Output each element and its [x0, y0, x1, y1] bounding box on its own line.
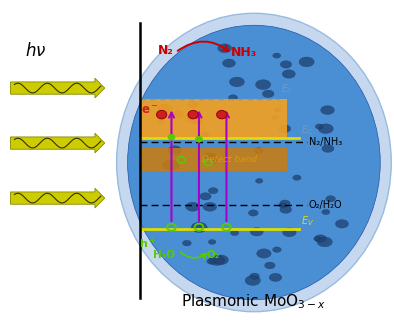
Ellipse shape [279, 203, 286, 208]
Text: O₂/H₂O: O₂/H₂O [309, 200, 342, 210]
Ellipse shape [229, 77, 244, 87]
Ellipse shape [321, 106, 335, 114]
Ellipse shape [280, 200, 290, 207]
Ellipse shape [250, 273, 259, 279]
Ellipse shape [193, 118, 203, 124]
Ellipse shape [269, 273, 282, 281]
Ellipse shape [157, 119, 165, 124]
Ellipse shape [282, 228, 296, 237]
Ellipse shape [206, 153, 219, 162]
Ellipse shape [254, 148, 263, 153]
Ellipse shape [208, 240, 216, 244]
Ellipse shape [322, 145, 334, 152]
Ellipse shape [314, 237, 321, 241]
Ellipse shape [163, 160, 179, 170]
Text: Plasmonic MoO$_{3-x}$: Plasmonic MoO$_{3-x}$ [182, 292, 326, 311]
FancyArrow shape [11, 188, 105, 208]
Ellipse shape [255, 178, 263, 183]
Ellipse shape [335, 220, 349, 228]
Ellipse shape [314, 235, 326, 242]
Ellipse shape [128, 25, 380, 300]
Ellipse shape [200, 193, 211, 200]
Ellipse shape [315, 124, 323, 129]
Text: h$^+$: h$^+$ [139, 236, 156, 251]
Text: H₂O: H₂O [152, 250, 175, 260]
Text: e$^-$: e$^-$ [141, 104, 159, 117]
Text: $E_f$: $E_f$ [281, 82, 293, 96]
Ellipse shape [265, 262, 275, 269]
Ellipse shape [256, 249, 271, 258]
Text: $E_C$: $E_C$ [301, 124, 314, 137]
Ellipse shape [201, 131, 210, 137]
Ellipse shape [271, 115, 279, 120]
Ellipse shape [245, 276, 260, 285]
Ellipse shape [318, 124, 333, 134]
Ellipse shape [209, 255, 225, 266]
Ellipse shape [188, 101, 198, 108]
Ellipse shape [282, 70, 296, 78]
Bar [140, 99, 287, 138]
Circle shape [217, 111, 227, 119]
Ellipse shape [117, 13, 391, 312]
Ellipse shape [280, 61, 292, 68]
Ellipse shape [273, 247, 281, 253]
Ellipse shape [299, 57, 314, 67]
Text: $E_V$: $E_V$ [301, 214, 314, 228]
Bar [140, 148, 287, 171]
Ellipse shape [182, 240, 191, 246]
Text: NH₃: NH₃ [231, 46, 257, 59]
Ellipse shape [250, 227, 263, 236]
Ellipse shape [326, 196, 335, 202]
Circle shape [188, 111, 198, 119]
Ellipse shape [186, 202, 200, 211]
Text: N₂: N₂ [158, 44, 173, 57]
Circle shape [168, 134, 175, 140]
Ellipse shape [214, 255, 229, 265]
Ellipse shape [322, 209, 330, 215]
Ellipse shape [262, 90, 274, 98]
Ellipse shape [317, 237, 333, 247]
Circle shape [156, 111, 167, 119]
Ellipse shape [208, 188, 218, 194]
Ellipse shape [191, 222, 207, 232]
Ellipse shape [187, 114, 201, 124]
Ellipse shape [173, 111, 183, 118]
Text: $h\nu$: $h\nu$ [25, 42, 47, 60]
Ellipse shape [207, 258, 216, 264]
Ellipse shape [230, 230, 239, 236]
Ellipse shape [229, 95, 238, 101]
Ellipse shape [293, 175, 301, 180]
FancyArrow shape [11, 133, 105, 153]
Text: O₂: O₂ [206, 250, 219, 260]
Ellipse shape [223, 59, 236, 67]
Ellipse shape [203, 153, 214, 160]
Ellipse shape [280, 206, 292, 213]
Ellipse shape [248, 210, 258, 216]
Text: N₂/NH₃: N₂/NH₃ [309, 137, 342, 148]
FancyArrow shape [11, 78, 105, 98]
Ellipse shape [158, 104, 172, 113]
Ellipse shape [168, 146, 182, 154]
Ellipse shape [273, 53, 281, 58]
Text: Defect band: Defect band [202, 155, 257, 164]
Ellipse shape [255, 80, 271, 90]
Ellipse shape [279, 125, 291, 133]
Circle shape [195, 136, 203, 142]
Ellipse shape [218, 44, 232, 53]
Ellipse shape [203, 202, 217, 211]
Ellipse shape [274, 107, 281, 112]
